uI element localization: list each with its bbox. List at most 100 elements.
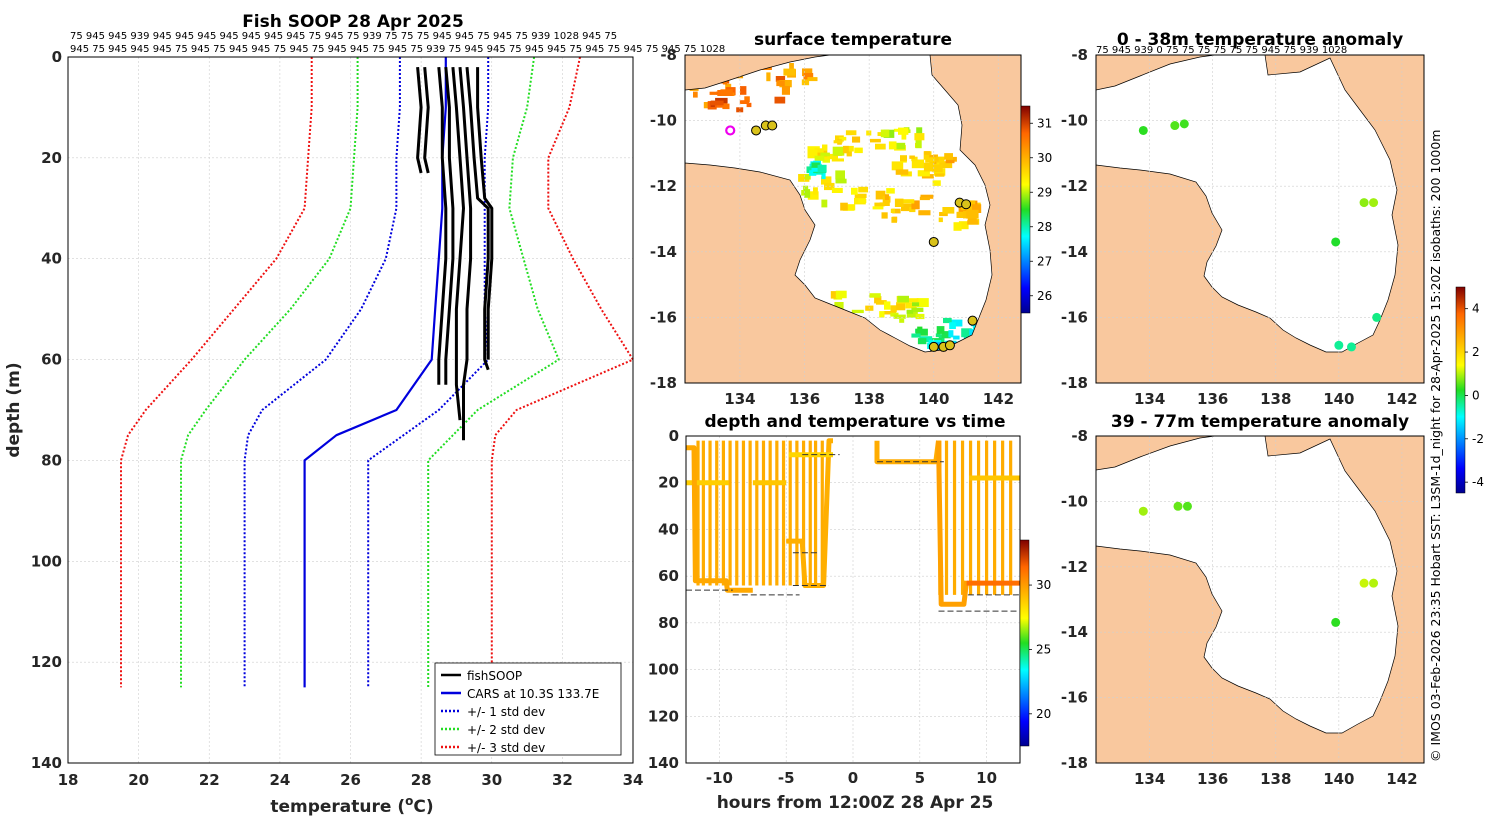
anomaly-point — [1331, 237, 1341, 247]
time-y-tick-label: 120 — [648, 707, 679, 725]
map-x-tick-label: 142 — [983, 390, 1014, 408]
profile-x-tick-label: 22 — [199, 771, 220, 789]
side-note: © IMOS 03-Feb-2026 23:35 Hobart SST: L3S… — [1428, 130, 1443, 762]
map-y-tick-label: -10 — [1061, 492, 1088, 510]
sst-pixel — [710, 100, 724, 106]
colorbar-tick-label: 29 — [1037, 185, 1052, 199]
sst-pixel — [832, 146, 845, 156]
map-x-tick-label: 138 — [1260, 390, 1291, 408]
sst-pixel — [894, 142, 906, 150]
profile-y-tick-label: 60 — [41, 351, 62, 369]
sd2-low-line — [180, 57, 359, 688]
anomaly-point — [1331, 617, 1341, 627]
time-grid — [686, 435, 1020, 764]
profile-ylabel: depth (m) — [4, 362, 24, 457]
sst-pixel — [720, 89, 733, 96]
surface-map-ticks: 134 136 138 140 142 -8 -10 -12 -14 -16 -18 — [650, 46, 1014, 408]
sst-pixel — [963, 211, 968, 219]
sst-pixel — [909, 155, 915, 159]
sst-pixel — [958, 221, 969, 230]
sst-pixel — [890, 305, 897, 312]
sst-pixel — [789, 63, 794, 72]
sst-pixel — [942, 207, 955, 214]
surface-colorbar — [1020, 105, 1031, 314]
sst-pixel — [830, 291, 837, 299]
sst-pixel — [809, 170, 817, 176]
map-x-tick-label: 142 — [1386, 390, 1417, 408]
colorbar-tick-label: 25 — [1036, 642, 1051, 656]
fishsoop-profile — [458, 66, 473, 441]
legend-sd1: +/- 1 std dev — [467, 705, 545, 719]
anomaly-point — [1369, 578, 1379, 588]
sst-pixel — [839, 136, 847, 141]
sst-pixel — [813, 187, 818, 195]
profile-title: Fish SOOP 28 Apr 2025 — [242, 12, 464, 32]
sst-pixel — [880, 129, 890, 138]
anomaly-point — [1179, 119, 1189, 129]
map-y-tick-label: -14 — [1061, 623, 1088, 641]
anomaly-point — [1372, 312, 1382, 322]
sst-pixel — [874, 202, 885, 207]
sst-pixel — [953, 335, 960, 340]
sst-pixel — [783, 68, 796, 76]
sst-pixel — [879, 202, 890, 206]
time-colorbar-ticks: 30 25 20 — [1029, 578, 1051, 721]
sd1-high-line — [367, 57, 490, 688]
sst-pixel — [906, 310, 918, 318]
sst-pixel — [972, 204, 982, 213]
sst-pixel — [895, 169, 909, 175]
sst-pixel — [798, 174, 810, 182]
sst-pixel — [911, 200, 920, 210]
colorbar-tick-label: 4 — [1472, 302, 1480, 316]
sst-pixel — [854, 193, 867, 198]
cars-location-marker — [725, 125, 736, 136]
anomaly-bottom-frame — [1095, 435, 1425, 764]
time-x-tick-label: 5 — [915, 769, 925, 787]
anomaly-top-grid — [1096, 55, 1424, 383]
sst-pixel — [779, 80, 792, 88]
sst-pixel — [900, 155, 907, 162]
sst-pixel — [948, 330, 954, 338]
profile-location-dot — [767, 120, 778, 131]
profile-xlabel: temperature (oC) — [270, 794, 433, 817]
anomaly-map-top-panel: 0 - 38m temperature anomaly 75 945 939 0… — [1061, 30, 1425, 408]
sst-pixel — [876, 300, 887, 305]
legend-sd2: +/- 2 std dev — [467, 723, 545, 737]
map-x-tick-label: 140 — [1323, 770, 1354, 788]
sst-pixel — [899, 318, 905, 323]
fishsoop-profile — [423, 66, 430, 174]
colorbar-tick-label: 2 — [1472, 345, 1480, 359]
fishsoop-profile — [437, 66, 448, 385]
sst-pixel — [725, 83, 732, 90]
anomaly-point — [1359, 578, 1369, 588]
sst-pixel — [703, 102, 712, 109]
sst-pixel — [912, 302, 920, 307]
profile-lines — [120, 56, 634, 688]
sst-pixel — [858, 199, 867, 203]
time-x-tick-label: 10 — [976, 769, 997, 787]
sst-pixel — [909, 206, 916, 213]
land-cape-york-2 — [1096, 55, 1424, 383]
sst-pixel — [874, 296, 882, 304]
map-y-tick-label: -8 — [660, 46, 677, 64]
anomaly-point — [1170, 121, 1180, 131]
anomaly-top-labels: 75 945 939 0 75 75 75 75 75 75 945 75 93… — [1096, 45, 1347, 56]
profile-grid — [67, 56, 634, 764]
sst-pixel — [935, 333, 941, 338]
anomaly-bottom-points — [1138, 501, 1379, 627]
sst-pixel — [923, 151, 932, 160]
sst-pixel — [886, 188, 895, 194]
sst-pixel — [845, 130, 857, 136]
sst-pixel — [936, 156, 945, 163]
anomaly-bottom-title: 39 - 77m temperature anomaly — [1111, 412, 1409, 432]
surface-map-title: surface temperature — [754, 30, 952, 50]
profile-x-tick-label: 20 — [128, 771, 149, 789]
sst-pixel — [851, 187, 858, 195]
anomaly-point — [1173, 501, 1183, 511]
surface-map-grid — [685, 55, 1021, 383]
time-track — [936, 440, 970, 607]
sst-pixel — [822, 144, 828, 151]
anomaly-top-points — [1138, 119, 1382, 352]
time-panel: depth and temperature vs time -10 -5 0 5 100… — [648, 412, 1052, 813]
